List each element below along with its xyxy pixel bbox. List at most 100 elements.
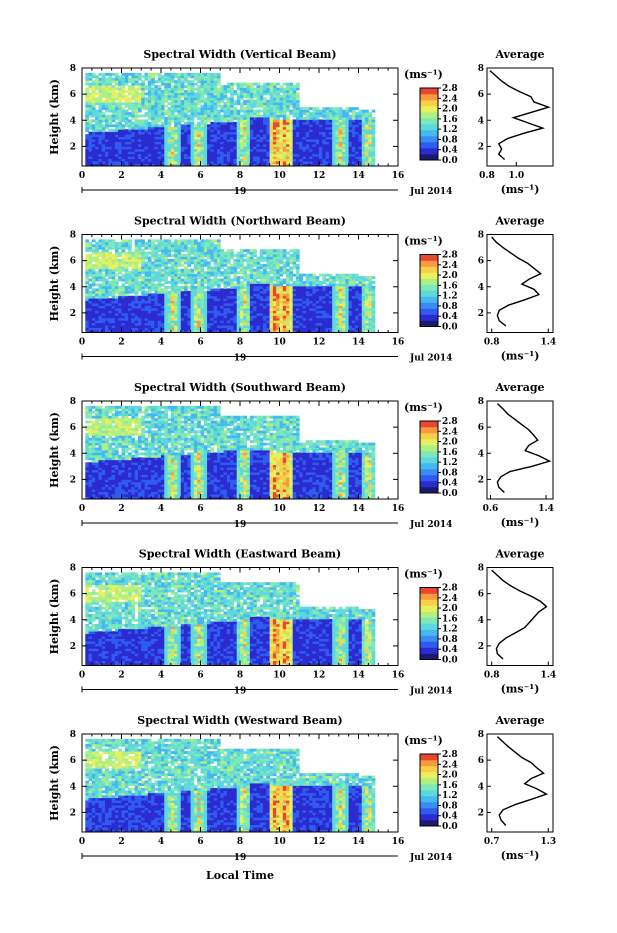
heatmap-cell	[105, 306, 109, 309]
heatmap-cell	[227, 276, 231, 279]
heatmap-cell	[240, 90, 244, 93]
heatmap-cell	[118, 102, 122, 105]
heatmap-cell	[280, 115, 284, 118]
heatmap-cell	[214, 132, 218, 135]
heatmap-cell	[98, 298, 102, 301]
heatmap-cell	[194, 83, 198, 86]
heatmap-cell	[151, 105, 155, 108]
heatmap-cell	[194, 244, 198, 247]
heatmap-cell	[201, 303, 205, 306]
heatmap-cell	[108, 151, 112, 154]
heatmap-cell	[197, 313, 201, 316]
heatmap-cell	[207, 269, 211, 272]
heatmap-cell	[194, 75, 198, 78]
heatmap-cell	[335, 115, 339, 118]
date-tick-label: 19	[234, 187, 247, 197]
heatmap-cell	[253, 122, 257, 125]
heatmap-cell	[85, 306, 89, 309]
heatmap-cell	[125, 308, 129, 311]
heatmap-cell	[158, 318, 162, 321]
heatmap-cell	[247, 88, 251, 91]
heatmap-cell	[154, 286, 158, 289]
heatmap-cell	[280, 134, 284, 137]
heatmap-cell	[158, 301, 162, 304]
heatmap-cell	[273, 139, 277, 142]
heatmap-cell	[174, 286, 178, 289]
heatmap-cell	[240, 110, 244, 113]
heatmap-cell	[164, 83, 168, 86]
heatmap-cell	[98, 259, 102, 262]
heatmap-cell	[118, 301, 122, 304]
heatmap-cell	[253, 323, 257, 326]
heatmap-cell	[151, 78, 155, 81]
heatmap-cell	[256, 284, 260, 287]
heatmap-cell	[168, 90, 172, 93]
heatmap-cell	[108, 139, 112, 142]
heatmap-cell	[201, 119, 205, 122]
heatmap-cell	[145, 146, 149, 149]
heatmap-cell	[98, 134, 102, 137]
heatmap-cell	[154, 73, 158, 76]
heatmap-cell	[230, 318, 234, 321]
heatmap-cell	[168, 80, 172, 83]
heatmap-cell	[250, 144, 254, 147]
heatmap-cell	[112, 310, 116, 313]
heatmap-cell	[171, 328, 175, 331]
heatmap-cell	[145, 93, 149, 96]
heatmap-cell	[115, 97, 119, 100]
heatmap-cell	[247, 142, 251, 145]
heatmap-cell	[263, 127, 267, 130]
heatmap-cell	[233, 137, 237, 140]
heatmap-cell	[171, 284, 175, 287]
heatmap-cell	[105, 298, 109, 301]
heatmap-cell	[171, 112, 175, 115]
heatmap-cell	[122, 124, 126, 127]
heatmap-cell	[112, 73, 116, 76]
heatmap-cell	[227, 154, 231, 157]
heatmap-cell	[322, 146, 326, 149]
heatmap-cell	[135, 254, 139, 257]
heatmap-cell	[263, 105, 267, 108]
heatmap-cell	[247, 134, 251, 137]
heatmap-cell	[286, 149, 290, 152]
heatmap-cell	[138, 271, 142, 274]
heatmap-cell	[138, 301, 142, 304]
heatmap-cell	[138, 257, 142, 260]
heatmap-cell	[112, 119, 116, 122]
heatmap-cell	[102, 142, 106, 145]
heatmap-cell	[204, 78, 208, 81]
heatmap-cell	[197, 242, 201, 245]
heatmap-cell	[98, 323, 102, 326]
heatmap-cell	[105, 119, 109, 122]
heatmap-cell	[98, 107, 102, 110]
heatmap-cell	[332, 137, 336, 140]
heatmap-cell	[329, 110, 333, 113]
heatmap-cell	[342, 134, 346, 137]
heatmap-cell	[207, 129, 211, 132]
heatmap-cell	[177, 75, 181, 78]
heatmap-cell	[303, 151, 307, 154]
heatmap-cell	[240, 288, 244, 291]
heatmap-cell	[158, 313, 162, 316]
heatmap-cell	[368, 117, 372, 120]
heatmap-cell	[289, 159, 293, 162]
heatmap-cell	[135, 261, 139, 264]
heatmap-cell	[197, 102, 201, 105]
heatmap-cell	[197, 249, 201, 252]
heatmap-cell	[85, 95, 89, 98]
heatmap-cell	[171, 90, 175, 93]
heatmap-cell	[329, 144, 333, 147]
heatmap-cell	[280, 95, 284, 98]
heatmap-cell	[141, 146, 145, 149]
heatmap-cell	[112, 88, 116, 91]
heatmap-cell	[168, 274, 172, 277]
heatmap-cell	[286, 115, 290, 118]
heatmap-cell	[201, 149, 205, 152]
heatmap-cell	[230, 320, 234, 323]
heatmap-cell	[158, 75, 162, 78]
heatmap-cell	[194, 137, 198, 140]
heatmap-cell	[250, 328, 254, 331]
heatmap-cell	[263, 124, 267, 127]
heatmap-cell	[322, 142, 326, 145]
heatmap-cell	[220, 119, 224, 122]
